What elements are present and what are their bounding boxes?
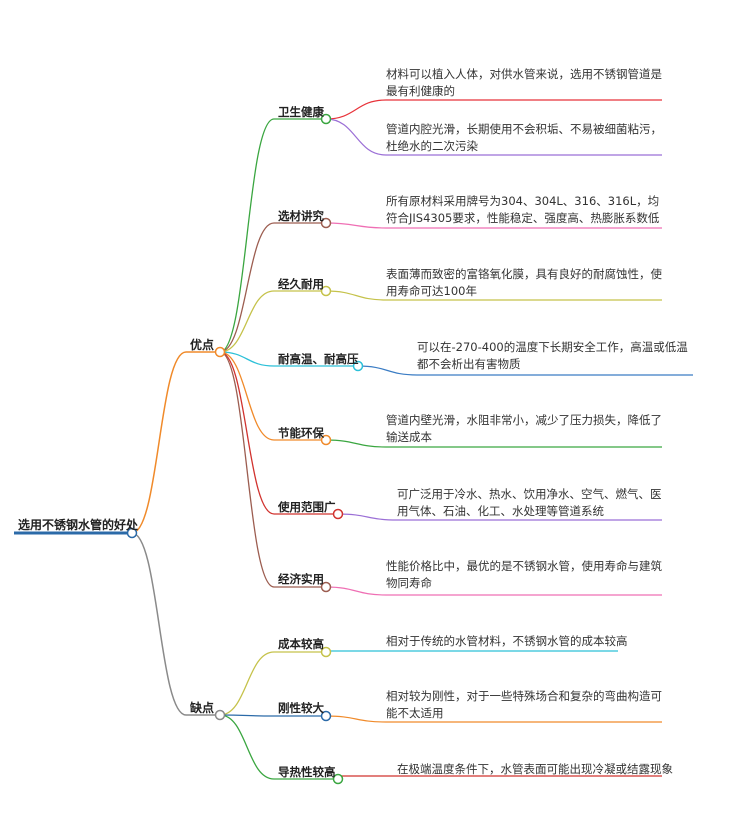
connector-branch-1-to-node-1 bbox=[219, 714, 275, 717]
branch-advantages-label[interactable]: 优点 bbox=[190, 338, 215, 352]
node-toggle-0-3[interactable] bbox=[352, 360, 364, 372]
detail-energy-saving: 管道内壁光滑，水阻非常小，减少了压力损失，降低了输送成本 bbox=[386, 413, 662, 444]
node-toggle-0-6[interactable] bbox=[320, 581, 332, 593]
node-high-cost[interactable]: 成本较高 bbox=[278, 637, 324, 651]
connector-branch-0-to-node-6 bbox=[219, 351, 275, 588]
connector-node-to-detail-0-0-1 bbox=[325, 118, 387, 156]
branch-toggle-0[interactable] bbox=[214, 346, 226, 358]
connector-root-to-branch-0 bbox=[131, 351, 187, 534]
node-material-selection[interactable]: 选材讲究 bbox=[278, 209, 324, 223]
connector-node-to-detail-0-4-0 bbox=[325, 439, 387, 448]
connector-branch-1-to-node-2 bbox=[219, 714, 275, 780]
node-high-rigidity[interactable]: 刚性较大 bbox=[278, 701, 324, 715]
node-economical[interactable]: 经济实用 bbox=[278, 572, 324, 586]
node-high-conductivity[interactable]: 导热性较高 bbox=[278, 765, 336, 779]
node-toggle-0-4[interactable] bbox=[320, 434, 332, 446]
node-toggle-1-0[interactable] bbox=[320, 646, 332, 658]
node-toggle-0-1[interactable] bbox=[320, 217, 332, 229]
node-energy-saving[interactable]: 节能环保 bbox=[278, 426, 324, 440]
branch-toggle-1[interactable] bbox=[214, 709, 226, 721]
connector-node-to-detail-0-2-0 bbox=[325, 290, 387, 301]
connector-branch-0-to-node-3 bbox=[219, 351, 275, 367]
detail-heat-pressure-resistance: 可以在-270-400的温度下长期安全工作，高温或低温都不会析出有害物质 bbox=[417, 340, 688, 371]
root-toggle[interactable] bbox=[126, 527, 138, 539]
connector-node-to-detail-0-0-0 bbox=[325, 99, 387, 120]
connector-node-to-detail-0-1-0 bbox=[325, 222, 387, 229]
node-toggle-1-1[interactable] bbox=[320, 710, 332, 722]
connector-branch-0-to-node-4 bbox=[219, 351, 275, 441]
connector-node-to-detail-0-6-0 bbox=[325, 586, 387, 596]
detail-hygiene-1: 材料可以植入人体，对供水管来说，选用不锈钢管道是最有利健康的 bbox=[386, 67, 662, 98]
detail-wide-usage: 可广泛用于冷水、热水、饮用净水、空气、燃气、医用气体、石油、化工、水处理等管道系… bbox=[397, 487, 662, 518]
connector-branch-0-to-node-2 bbox=[219, 290, 275, 353]
detail-high-cost: 相对于传统的水管材料，不锈钢水管的成本较高 bbox=[386, 634, 628, 648]
node-toggle-0-2[interactable] bbox=[320, 285, 332, 297]
connector-node-to-detail-1-1-0 bbox=[325, 715, 387, 723]
connector-root-to-branch-1 bbox=[131, 532, 187, 716]
root-node-label[interactable]: 选用不锈钢水管的好处 bbox=[18, 518, 139, 532]
connector-branch-1-to-node-0 bbox=[219, 651, 275, 716]
branch-disadvantages-label[interactable]: 缺点 bbox=[190, 701, 215, 715]
connector-node-to-detail-0-5-0 bbox=[337, 513, 398, 521]
detail-high-rigidity: 相对较为刚性，对于一些特殊场合和复杂的弯曲构造可能不太适用 bbox=[386, 689, 662, 720]
connector-branch-0-to-node-1 bbox=[219, 222, 275, 353]
detail-high-conductivity: 在极端温度条件下，水管表面可能出现冷凝或结露现象 bbox=[397, 762, 673, 776]
detail-hygiene-2: 管道内腔光滑，长期使用不会积垢、不易被细菌粘污，杜绝水的二次污染 bbox=[386, 122, 662, 153]
connector-branch-0-to-node-5 bbox=[219, 351, 275, 515]
detail-material-selection: 所有原材料采用牌号为304、304L、316、316L，均符合JIS4305要求… bbox=[386, 194, 660, 225]
detail-economical: 性能价格比中，最优的是不锈钢水管，使用寿命与建筑物同寿命 bbox=[386, 559, 662, 590]
node-hygiene[interactable]: 卫生健康 bbox=[278, 105, 324, 119]
node-wide-usage[interactable]: 使用范围广 bbox=[278, 500, 336, 514]
detail-durability: 表面薄而致密的富铬氧化膜，具有良好的耐腐蚀性，使用寿命可达100年 bbox=[386, 267, 662, 298]
node-durability[interactable]: 经久耐用 bbox=[278, 277, 324, 291]
node-toggle-0-0[interactable] bbox=[320, 113, 332, 125]
node-toggle-1-2[interactable] bbox=[332, 773, 344, 785]
connector-node-to-detail-0-3-0 bbox=[357, 365, 418, 376]
node-toggle-0-5[interactable] bbox=[332, 508, 344, 520]
connector-branch-0-to-node-0 bbox=[219, 118, 275, 353]
node-heat-pressure-resistance[interactable]: 耐高温、耐高压 bbox=[278, 352, 359, 366]
